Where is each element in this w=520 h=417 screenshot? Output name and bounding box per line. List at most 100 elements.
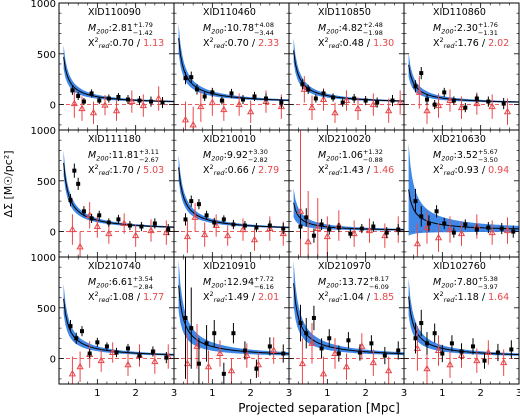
black-data-point (474, 227, 479, 232)
black-data-point (434, 209, 439, 214)
red-data-point (423, 223, 431, 231)
mass-lower-error: −6.09 (369, 283, 389, 291)
chi-subscript: red (329, 169, 341, 177)
red-data-point (250, 235, 259, 243)
chi-superscript: 2 (440, 36, 444, 44)
chi-black-value: 1.04 (343, 292, 364, 303)
red-data-point (181, 115, 190, 123)
chi-symbol: X (88, 292, 95, 303)
red-data-point (369, 358, 377, 366)
black-data-point (195, 87, 199, 92)
black-data-point (150, 349, 155, 354)
chi-annotation: X2red:1.04 / 1.85 (318, 290, 394, 304)
chi-symbol: X (433, 38, 440, 49)
cluster-id-label: XID110850 (318, 7, 371, 18)
black-data-point (511, 229, 516, 234)
y-tick-label: 1000 (31, 0, 56, 10)
chi-symbol: X (318, 165, 325, 176)
cluster-id-label: XID110090 (88, 7, 141, 18)
mass-symbol: M (88, 277, 96, 288)
red-data-point (423, 364, 431, 372)
red-data-point (308, 103, 316, 111)
mass-value: 10.78 (227, 23, 254, 34)
red-data-point (191, 213, 199, 220)
chi-colon: : (224, 292, 227, 303)
x-tick-label: 1 (94, 388, 100, 399)
chi-superscript: 2 (95, 163, 99, 171)
black-data-point (229, 91, 234, 96)
red-data-point (385, 106, 393, 114)
mass-annotation: M200:1.06+1.32 −0.88 (318, 148, 383, 164)
mass-equals: : (224, 277, 227, 288)
cluster-id-label: XID111180 (88, 134, 141, 145)
panel-xid111180: XID111180 M200:11.81+3.11 −2.67X2red:1.70 … (58, 129, 175, 258)
chi-separator: / (479, 292, 488, 303)
x-tick-label: 2 (477, 388, 483, 399)
black-data-point (425, 341, 429, 346)
black-data-point (160, 100, 165, 105)
black-data-point (76, 93, 81, 98)
chi-symbol: X (433, 292, 440, 303)
chi-symbol: X (433, 165, 440, 176)
black-data-point (298, 321, 303, 326)
mass-subscript: 200 (326, 155, 338, 163)
chi-black-value: 0.93 (458, 165, 479, 176)
chi-separator: / (364, 165, 373, 176)
chi-colon: : (109, 165, 112, 176)
mass-lower-error: −2.82 (248, 156, 268, 164)
black-data-point (221, 217, 226, 222)
chi-black-value: 1.70 (113, 165, 134, 176)
black-data-point (202, 94, 207, 99)
black-data-point (267, 223, 272, 228)
black-data-point (313, 96, 318, 101)
panel-plot-area (404, 143, 519, 257)
red-data-point (358, 342, 366, 349)
red-data-point (277, 102, 285, 110)
black-data-point (210, 90, 215, 95)
mass-symbol: M (203, 23, 211, 34)
red-data-point (423, 106, 431, 114)
black-data-point (116, 94, 121, 99)
chi-superscript: 2 (210, 290, 214, 298)
chi-superscript: 2 (440, 163, 444, 171)
red-data-point (193, 342, 201, 349)
model-fit-line (63, 298, 174, 356)
mass-symbol: M (433, 150, 441, 161)
panel-plot-area (404, 278, 519, 384)
panel-plot-area (404, 52, 519, 125)
panel-plot-area (174, 154, 289, 253)
y-tick-label: 1000 (31, 126, 56, 137)
black-data-point (304, 215, 309, 220)
black-data-point (363, 98, 368, 103)
black-data-point (254, 366, 259, 371)
red-data-point (78, 104, 86, 112)
mass-subscript: 200 (211, 282, 223, 290)
black-data-point (396, 227, 401, 232)
red-data-point (132, 231, 140, 239)
black-data-point (139, 224, 144, 229)
red-data-point (139, 101, 147, 109)
y-tick-label: 1000 (31, 253, 56, 264)
black-data-point (413, 336, 418, 341)
chi-red-value: 5.03 (143, 165, 164, 176)
red-data-point (270, 346, 278, 353)
black-data-point (375, 100, 380, 105)
chi-separator: / (249, 38, 258, 49)
black-data-point (264, 96, 268, 101)
black-data-point (80, 329, 84, 334)
black-data-point (298, 224, 303, 229)
red-data-point (434, 101, 443, 109)
chi-separator: / (249, 292, 258, 303)
panel-xid210970: XID210970 M200:13.72+8.17 −6.09X2red:1.04 … (288, 256, 405, 385)
mass-equals: : (224, 150, 227, 161)
black-data-point (87, 351, 92, 356)
chi-colon: : (454, 292, 457, 303)
black-data-point (114, 350, 119, 355)
black-data-point (486, 99, 491, 104)
panel-plot-area (174, 23, 289, 130)
mass-lower-error: −3.44 (254, 29, 274, 37)
chi-black-value: 1.49 (228, 292, 249, 303)
chi-subscript: red (99, 42, 111, 50)
